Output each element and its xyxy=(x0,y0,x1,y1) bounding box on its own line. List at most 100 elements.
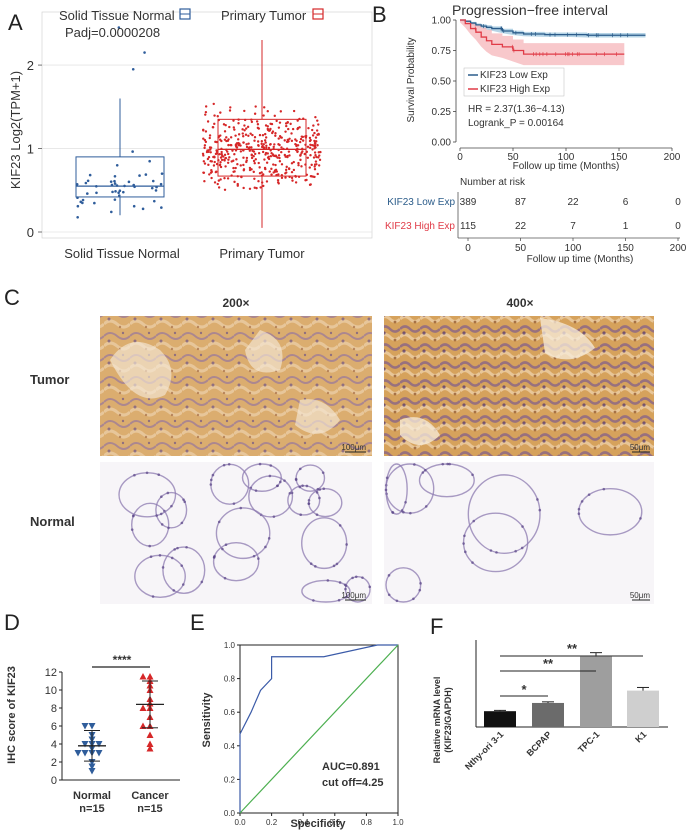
panel-b-risk-low-value: 0 xyxy=(675,197,681,208)
panel-a-point-tumor xyxy=(234,166,237,170)
panel-a-point-normal xyxy=(160,172,164,175)
ihc-normal-nucleus xyxy=(181,583,185,586)
panel-a-point-tumor xyxy=(215,149,218,152)
panel-a-point-tumor xyxy=(204,110,208,114)
panel-a-point-tumor xyxy=(290,132,293,135)
panel-f-bar xyxy=(532,702,564,727)
panel-a-point-tumor xyxy=(203,138,207,142)
panel-a-point-tumor xyxy=(314,154,317,157)
panel-a-point-normal xyxy=(79,200,83,204)
panel-a-point-tumor xyxy=(226,177,230,180)
ihc-normal-nucleus xyxy=(580,500,584,503)
panel-a-point-normal xyxy=(76,204,80,208)
panel-a-point-tumor xyxy=(299,158,302,162)
panel-f-sig3: ** xyxy=(567,641,578,656)
ihc-normal-nucleus xyxy=(272,515,276,518)
ihc-normal-nucleus xyxy=(361,576,364,579)
ihc-normal-nucleus xyxy=(158,554,162,557)
ihc-normal-nucleus xyxy=(322,487,326,491)
ihc-normal-nucleus xyxy=(312,599,315,602)
ihc-normal-nucleus xyxy=(536,498,539,501)
panel-d-ytick-label: 12 xyxy=(45,667,57,679)
ihc-normal-nucleus xyxy=(133,473,136,477)
panel-a-point-tumor xyxy=(208,136,211,140)
panel-a-point-tumor xyxy=(254,158,257,161)
ihc-normal-nucleus xyxy=(400,509,404,512)
panel-a-point-tumor xyxy=(264,141,267,144)
ihc-normal-nucleus xyxy=(421,471,425,474)
panel-a-legend-normal: Solid Tissue Normal xyxy=(59,8,175,23)
panel-a-point-tumor xyxy=(288,154,291,157)
panel-a-point-tumor xyxy=(274,134,277,137)
panel-c-row-normal: Normal xyxy=(30,514,75,529)
panel-a-point-tumor xyxy=(223,188,227,191)
panel-a-point-tumor xyxy=(227,152,230,156)
ihc-normal-follicle xyxy=(301,517,348,570)
ihc-normal-nucleus xyxy=(172,589,176,592)
ihc-normal-nucleus xyxy=(254,489,258,492)
panel-b-km-curve xyxy=(460,19,625,55)
panel-a-point-tumor xyxy=(288,137,291,140)
panel-a-point-normal xyxy=(113,182,117,185)
panel-a-point-tumor xyxy=(213,181,217,184)
panel-a-point-tumor xyxy=(243,109,246,113)
panel-a-point-tumor xyxy=(202,160,206,163)
ihc-normal-nucleus xyxy=(298,485,302,489)
panel-a-point-tumor xyxy=(295,139,298,143)
panel-a-point-tumor xyxy=(209,148,212,151)
panel-a-point-tumor xyxy=(286,121,289,124)
panel-d-ytick-label: 2 xyxy=(51,757,57,769)
panel-a-point-tumor xyxy=(264,132,267,136)
panel-a-point-tumor xyxy=(245,127,248,130)
panel-a-point-tumor xyxy=(242,135,245,138)
panel-a-point-tumor xyxy=(250,156,254,160)
panel-a-point-tumor xyxy=(208,134,212,137)
panel-b-ytick-label: 1.00 xyxy=(432,16,452,27)
panel-d-ytick-label: 10 xyxy=(45,685,57,697)
ihc-normal-nucleus xyxy=(387,574,391,577)
panel-a-point-tumor xyxy=(318,154,321,157)
ihc-normal-nucleus xyxy=(326,579,330,582)
panel-e-ytick-label: 0.2 xyxy=(224,775,236,784)
ihc-normal-nucleus xyxy=(315,513,319,516)
panel-a-point-tumor xyxy=(263,139,267,142)
ihc-normal-400x-follicles xyxy=(384,462,643,603)
panel-a-point-tumor xyxy=(280,176,284,180)
panel-d-point-normal xyxy=(95,750,103,757)
ihc-normal-nucleus xyxy=(412,597,415,601)
ihc-normal-nucleus xyxy=(224,543,228,547)
panel-a-point-tumor xyxy=(242,141,245,144)
ihc-normal-nucleus xyxy=(368,585,372,589)
panel-a-point-tumor xyxy=(269,122,272,126)
ihc-normal-nucleus xyxy=(495,551,498,554)
ihc-normal-nucleus xyxy=(391,510,394,514)
panel-a-point-tumor xyxy=(204,113,207,116)
panel-a-point-tumor xyxy=(276,156,279,159)
panel-b-xlabel: Follow up time (Months) xyxy=(513,161,620,172)
panel-a-point-tumor xyxy=(316,144,319,147)
panel-a-point-tumor xyxy=(210,176,213,180)
panel-a-point-tumor xyxy=(232,119,235,122)
panel-c: C 200× 400× Tumor Normal 100μm 50μm 100μ… xyxy=(4,285,654,604)
panel-b-risk-xtick-label: 0 xyxy=(465,243,471,254)
panel-a-point-tumor xyxy=(236,184,239,187)
panel-b-ci-band xyxy=(460,20,646,38)
ihc-normal-nucleus xyxy=(159,512,163,516)
panel-a-point-tumor xyxy=(289,122,292,126)
panel-a-point-tumor xyxy=(300,165,303,168)
panel-a-legend-tumor: Primary Tumor xyxy=(221,8,307,23)
panel-f-ylabel-line2: (KIF23/GAPDH) xyxy=(443,687,453,753)
panel-a-point-tumor xyxy=(301,139,305,142)
panel-a-point-tumor xyxy=(234,143,238,146)
panel-b-risk-low-value: 6 xyxy=(623,197,629,208)
panel-f-category-label: K1 xyxy=(633,729,648,744)
panel-a-point-tumor xyxy=(298,126,301,129)
panel-a-point-tumor xyxy=(239,144,242,147)
panel-a-point-tumor xyxy=(219,178,222,181)
panel-a-point-normal xyxy=(117,191,120,195)
panel-a-point-normal xyxy=(117,194,121,197)
ihc-normal-nucleus xyxy=(332,564,336,568)
panel-b-risk-xtick-label: 200 xyxy=(670,243,687,254)
panel-a-point-tumor xyxy=(300,135,304,138)
